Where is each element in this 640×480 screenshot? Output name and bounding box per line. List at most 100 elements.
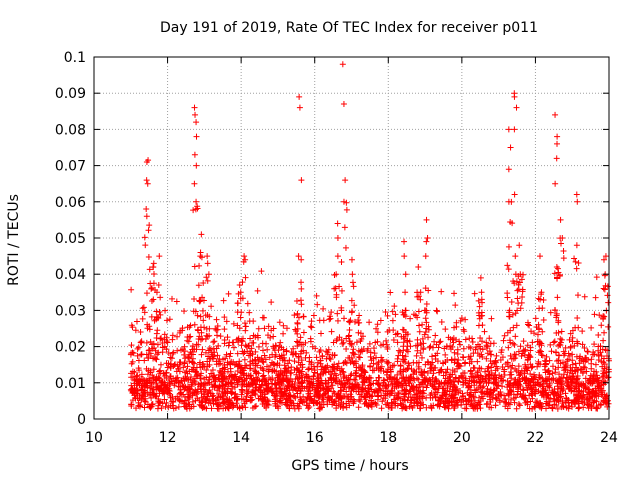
data-point [272,353,279,360]
data-point [259,340,266,347]
data-point [601,286,608,293]
data-point [545,401,552,408]
data-point [130,350,137,357]
data-point [534,331,541,338]
data-point [384,312,391,319]
data-point [339,61,346,68]
data-point [349,308,356,315]
data-point [298,285,305,292]
data-point [337,403,344,410]
data-point [380,368,387,375]
data-point [196,401,203,408]
data-point [343,346,350,353]
data-point [295,353,302,360]
data-point [526,322,533,329]
data-point [168,355,175,362]
data-point [331,352,338,359]
data-point [322,364,329,371]
data-point [493,352,500,359]
data-point [461,370,468,377]
data-point [213,326,220,333]
data-point [334,363,341,370]
data-point [562,390,569,397]
data-point [499,383,506,390]
data-point [447,346,454,353]
data-point [184,363,191,370]
data-point [320,305,327,312]
data-point [389,317,396,324]
data-point [173,298,180,305]
data-point [181,308,188,315]
data-point [557,240,564,247]
data-point [143,290,150,297]
data-point [455,356,462,363]
data-point [400,358,407,365]
data-point [145,253,152,260]
data-point [451,368,458,375]
data-point [220,356,227,363]
data-point [223,318,230,325]
data-point [462,336,469,343]
data-point [527,361,534,368]
data-point [462,316,469,323]
data-point [293,338,300,345]
data-point [546,402,553,409]
data-point [481,328,488,335]
data-point [589,351,596,358]
data-point [442,326,449,333]
data-point [200,280,207,287]
data-point [349,349,356,356]
data-point [348,371,355,378]
data-point [204,260,211,267]
data-point [545,367,552,374]
data-point [581,364,588,371]
data-point [356,354,363,361]
data-point [208,405,215,412]
data-point [242,274,249,281]
data-point [439,359,446,366]
data-point [150,366,157,373]
data-point [390,336,397,343]
data-point [159,379,166,386]
data-point [197,297,204,304]
data-point [327,315,334,322]
data-point [340,101,347,108]
data-point [536,253,543,260]
data-point [566,336,573,343]
data-point [163,317,170,324]
data-point [579,370,586,377]
data-point [395,389,402,396]
data-point [335,360,342,367]
data-point [516,402,523,409]
data-point [572,258,579,265]
data-point [423,216,430,223]
data-point [193,133,200,140]
data-point [373,325,380,332]
data-point [342,177,349,184]
data-point [507,352,514,359]
data-point [560,247,567,254]
data-point [377,317,384,324]
data-point [492,402,499,409]
data-point [439,385,446,392]
data-point [313,354,320,361]
data-point [469,338,476,345]
data-point [162,307,169,314]
data-point [531,404,538,411]
data-point [559,387,566,394]
data-point [294,311,301,318]
data-point [329,382,336,389]
data-point [334,220,341,227]
data-point [135,365,142,372]
data-point [511,191,518,198]
data-point [208,303,215,310]
x-tick-label: 14 [232,430,250,446]
data-point [143,339,150,346]
data-point [260,347,267,354]
data-point [355,329,362,336]
data-point [295,339,302,346]
data-point [145,347,152,354]
y-tick-label: 0 [77,412,86,428]
data-point [442,351,449,358]
